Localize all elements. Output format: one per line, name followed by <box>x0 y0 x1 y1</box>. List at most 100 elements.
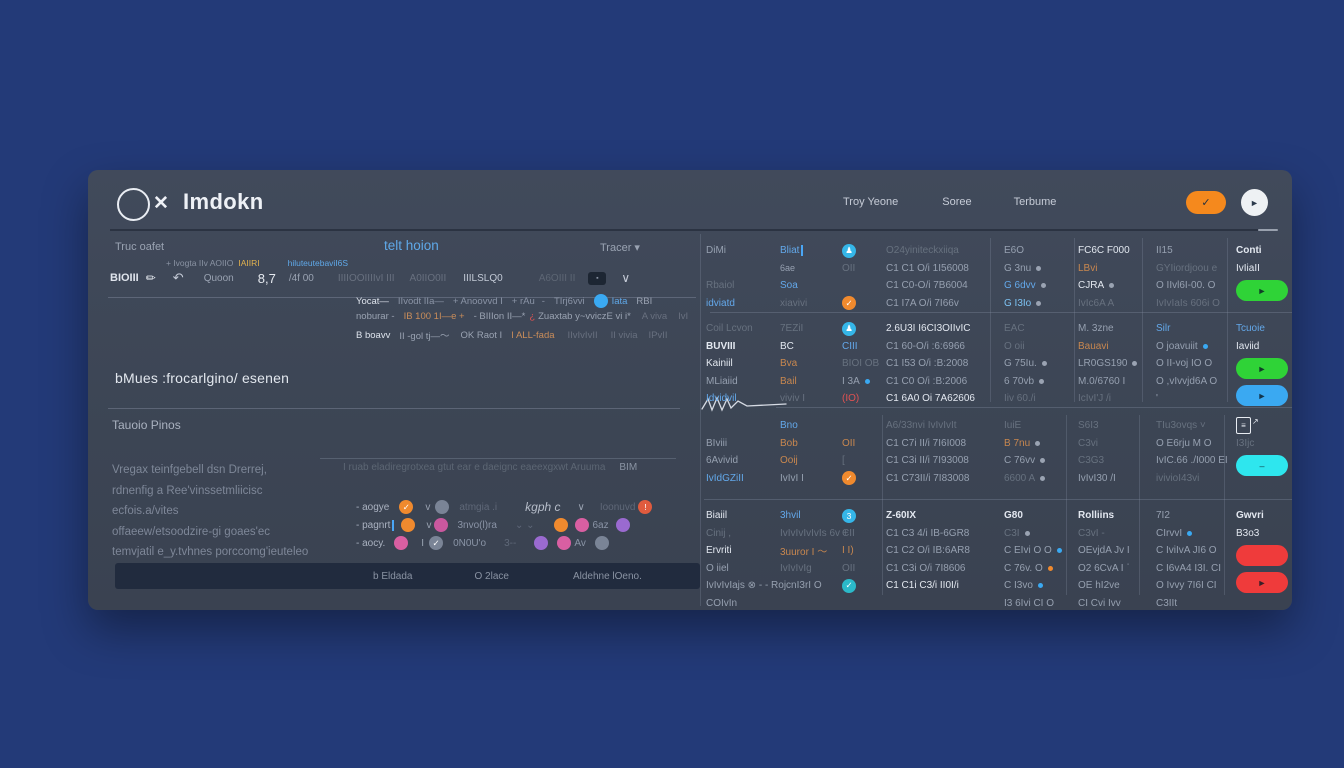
text-line[interactable] <box>401 518 416 532</box>
text-span: COIvIn <box>706 597 738 609</box>
text-line[interactable]: ✓ <box>842 470 856 488</box>
orange-badge-icon[interactable]: ✓ <box>842 471 856 486</box>
chevron-down-icon[interactable]: ∨ <box>578 502 585 513</box>
text-line: O oii <box>1004 338 1047 356</box>
text-line[interactable]: ✓ <box>842 295 856 313</box>
text-line: Tcuoie <box>1236 320 1288 338</box>
chevron-down-icon[interactable]: ∨ <box>621 271 630 285</box>
reject-button[interactable]: ► <box>1236 572 1288 593</box>
approve-button[interactable]: ► <box>1236 358 1288 379</box>
status-orange-icon[interactable] <box>401 518 416 532</box>
text-line[interactable] <box>615 518 630 532</box>
text-span: - aocy. <box>356 537 386 549</box>
status-gray-icon[interactable]: ✓ <box>429 536 444 550</box>
status-purple-icon[interactable] <box>534 536 549 550</box>
text-line[interactable] <box>554 518 569 532</box>
user-avatar-icon[interactable]: ♟ <box>842 243 856 258</box>
text-line[interactable]: ✓ <box>399 500 414 514</box>
text-line: - aogye <box>356 502 389 513</box>
nav-item[interactable]: Troy Yeone <box>843 196 898 208</box>
text-line: M.0/6760 I <box>1078 373 1137 391</box>
status-pink-icon[interactable] <box>575 518 590 532</box>
text-line[interactable]: 3 <box>842 507 856 525</box>
status-gray-icon[interactable] <box>435 500 450 514</box>
undo-icon[interactable]: ↶ <box>173 270 184 286</box>
footer-link[interactable]: Aldehne lOeno. <box>573 571 642 582</box>
text-line: C I6vA4 I3I. CI <box>1156 560 1221 578</box>
tracer-dropdown[interactable]: Tracer ▾ <box>600 242 640 254</box>
text-line: ecfois.a/vites <box>112 501 308 522</box>
text-line[interactable] <box>435 500 450 514</box>
text-line[interactable] <box>557 536 572 550</box>
status-gray-icon[interactable] <box>594 536 609 550</box>
status-pink-icon[interactable] <box>434 518 449 532</box>
text-line[interactable]: ✓ <box>429 536 444 550</box>
text-line <box>706 260 735 278</box>
confirm-button[interactable]: ► <box>1236 280 1288 301</box>
clipboard-export-icon[interactable]: ≡ ↗ <box>1236 417 1288 435</box>
text-line: BIM <box>619 462 637 473</box>
g3-col-badges: OII [✓ <box>842 417 856 487</box>
assign-row: Yocat— IIvodt IIa— + Anoovvd I + rAu - TIrj6v… <box>356 294 652 308</box>
text-span: Biaiil <box>706 510 728 522</box>
group-divider <box>704 499 1292 500</box>
footer-link[interactable]: O 2lace <box>474 571 508 582</box>
nav-item[interactable]: Terbume <box>1014 196 1057 208</box>
text-line[interactable] <box>434 518 449 532</box>
status-pink-icon[interactable] <box>557 536 572 550</box>
user-avatar-icon[interactable]: ♟ <box>842 321 856 336</box>
group-divider <box>776 407 1292 408</box>
text-span: CIII <box>842 340 858 352</box>
text-span: I3 6Ivi CI O <box>1004 597 1055 609</box>
text-line[interactable] <box>575 518 590 532</box>
count-badge-icon[interactable]: 3 <box>842 508 856 523</box>
text-line: Rbaiol <box>706 277 735 295</box>
center-link[interactable]: telt hoion <box>384 238 439 253</box>
text-line: C1 I53 O/i :B:2008 <box>886 355 975 373</box>
text-cursor <box>801 245 804 257</box>
text-span: O IIvl6I-00. O <box>1156 280 1216 292</box>
text-span: BIOI OB <box>842 358 880 370</box>
status-pink-icon[interactable] <box>394 536 409 550</box>
text-span: OE hI2ve <box>1078 580 1120 592</box>
column-separator <box>1227 238 1228 402</box>
text-line[interactable] <box>534 536 549 550</box>
dark-toggle-button[interactable]: ▪ <box>588 271 607 285</box>
app-window: ✕ Imdokn Troy Yeone Soree Terbume ✓ ► Truc… <box>88 170 1292 610</box>
text-line[interactable]: ! <box>638 500 653 514</box>
text-span: (IO) <box>842 393 860 405</box>
text-span: DiMi <box>706 245 726 257</box>
app-logo[interactable] <box>117 188 150 221</box>
nav-item[interactable]: Soree <box>942 196 971 208</box>
text-line[interactable]: ♟ <box>842 242 856 260</box>
send-button[interactable]: ► <box>1236 385 1288 406</box>
status-orange-icon[interactable]: ✓ <box>399 500 414 514</box>
text-line: C I3vo <box>1004 577 1062 595</box>
text-line[interactable]: ✓ <box>842 577 856 595</box>
alert-icon[interactable]: ! <box>638 500 653 514</box>
text-line: Bva <box>780 355 805 373</box>
text-line: G 75Iu. <box>1004 355 1047 373</box>
profile-button[interactable]: ► <box>1241 189 1268 216</box>
text-line[interactable] <box>594 536 609 550</box>
text-span: C3vI - <box>1078 527 1105 539</box>
footer-link[interactable]: b Eldada <box>373 571 412 582</box>
delete-button[interactable] <box>1236 545 1288 566</box>
text-span: RBI <box>636 295 653 307</box>
orange-badge-icon[interactable]: ✓ <box>842 296 856 311</box>
status-orange-icon[interactable] <box>554 518 569 532</box>
status-purple-icon[interactable] <box>615 518 630 532</box>
pen-icon[interactable]: ✏ <box>146 271 156 285</box>
text-line[interactable]: ♟ <box>842 320 879 338</box>
text-line: 3-- <box>504 538 516 549</box>
text-line[interactable] <box>394 536 409 550</box>
copy-button[interactable]: – <box>1236 455 1288 476</box>
text-span: IvIvIvIvIvIs 6v + <box>780 527 849 539</box>
teal-badge-icon[interactable]: ✓ <box>842 578 856 593</box>
text-span: IvIvIvIg <box>780 562 812 574</box>
text-span: II15 <box>1156 245 1173 257</box>
text-line: OK Raot I <box>460 330 502 341</box>
text-span: OK Raot I <box>460 329 503 341</box>
close-icon[interactable]: ✕ <box>153 193 169 214</box>
primary-action-button[interactable]: ✓ <box>1186 191 1226 214</box>
